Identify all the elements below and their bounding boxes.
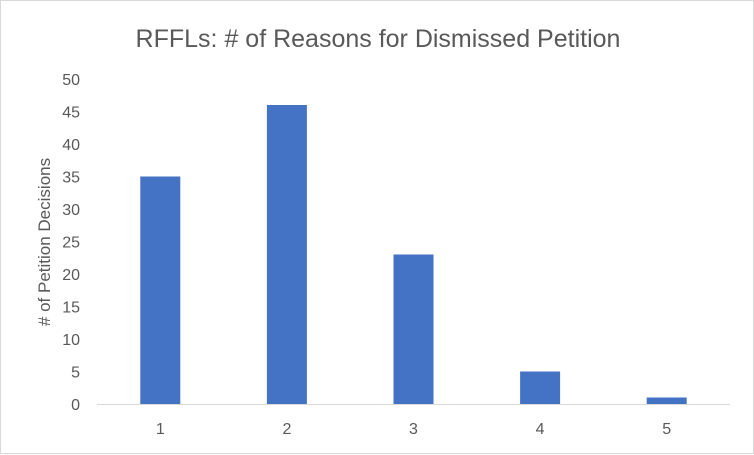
bars [140,105,687,404]
x-tick-label: 5 [662,421,671,438]
y-tick-label: 25 [62,235,80,252]
bar-3 [393,254,434,404]
y-tick-label: 10 [62,332,80,349]
bar-5 [646,397,687,404]
y-tick-label: 40 [62,137,80,154]
y-axis-label: # of Petition Decisions [35,158,54,326]
y-tick-label: 5 [71,365,80,382]
x-tick-label: 1 [156,421,165,438]
x-axis-ticks: 1 2 3 4 5 [156,421,671,438]
y-tick-label: 15 [62,300,80,317]
y-tick-label: 50 [62,72,80,89]
bar-2 [266,105,307,404]
x-tick-label: 3 [409,421,418,438]
bar-1 [140,176,181,404]
y-tick-label: 20 [62,267,80,284]
bar-4 [520,371,561,404]
y-tick-label: 30 [62,202,80,219]
chart-title: RFFLs: # of Reasons for Dismissed Petiti… [136,25,621,53]
y-tick-label: 0 [71,397,80,414]
y-tick-label: 35 [62,170,80,187]
y-axis-ticks: 0 5 10 15 20 25 30 35 40 45 50 [62,72,80,414]
x-tick-label: 2 [282,421,291,438]
y-tick-label: 45 [62,105,80,122]
x-tick-label: 4 [536,421,545,438]
